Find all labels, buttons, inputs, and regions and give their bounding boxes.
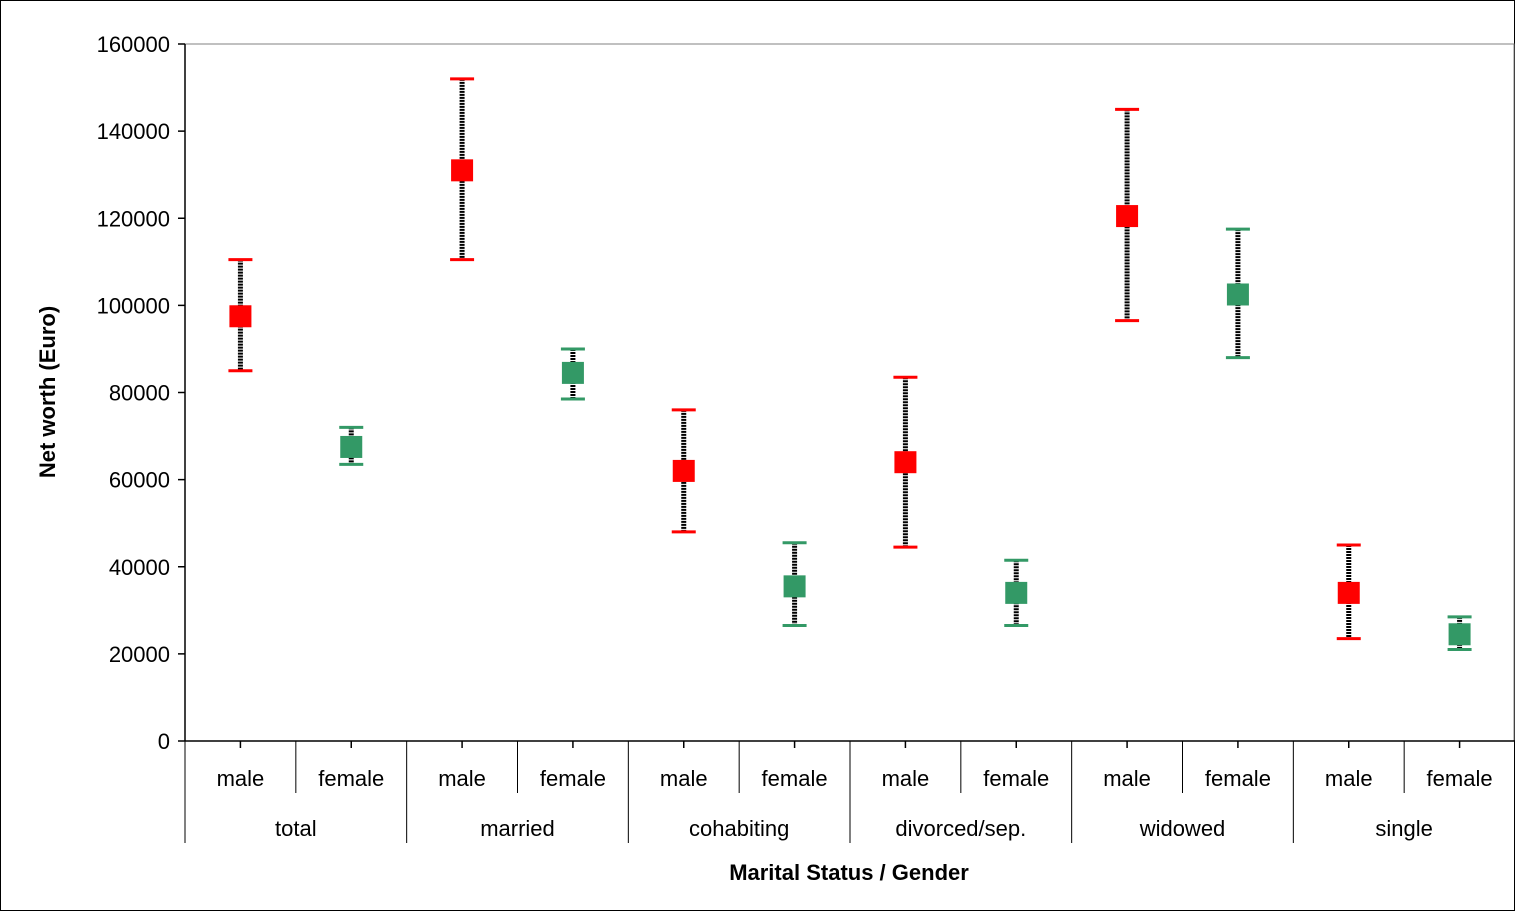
y-tick-label: 100000 (97, 293, 170, 318)
x-group-label: divorced/sep. (895, 816, 1026, 841)
y-tick-label: 160000 (97, 32, 170, 57)
x-subcategory-label: female (983, 766, 1049, 791)
marker (1337, 581, 1360, 604)
marker (1448, 623, 1471, 646)
x-subcategory-label: female (540, 766, 606, 791)
x-group-label: married (480, 816, 555, 841)
x-group-label: total (275, 816, 317, 841)
data-point-female (782, 541, 807, 628)
data-point-female (560, 347, 585, 401)
x-subcategory-label: male (660, 766, 708, 791)
y-axis-title: Net worth (Euro) (35, 306, 60, 478)
marker (1116, 205, 1139, 228)
plot-area (184, 43, 1515, 742)
x-subcategory-label: male (217, 766, 265, 791)
x-subcategory-label: male (1325, 766, 1373, 791)
data-point-female (1447, 615, 1472, 652)
marker (229, 305, 252, 328)
y-tick-label: 140000 (97, 119, 170, 144)
y-tick-label: 0 (158, 729, 170, 754)
x-axis-title: Marital Status / Gender (729, 860, 969, 885)
data-point-male (1115, 107, 1140, 323)
marker (894, 451, 917, 474)
y-axis: 0 20000 40000 60000 80000 100000 120000 140000 1… (97, 32, 186, 754)
x-subcategory-label: female (762, 766, 828, 791)
data-point-female (339, 425, 364, 466)
marker (340, 435, 363, 458)
x-subcategory-label: female (1205, 766, 1271, 791)
x-group-label: single (1375, 816, 1432, 841)
marker (1005, 581, 1028, 604)
data-point-male (450, 77, 475, 262)
plot-area-border (184, 43, 1515, 742)
marker (561, 361, 584, 384)
x-group-label: widowed (1139, 816, 1226, 841)
data-point-female (1004, 558, 1029, 628)
x-subcategory-label: female (1427, 766, 1493, 791)
x-subcategory-label: male (438, 766, 486, 791)
y-tick-label: 40000 (109, 555, 170, 580)
y-tick-label: 20000 (109, 642, 170, 667)
data-point-male (893, 375, 918, 549)
y-tick-label: 60000 (109, 468, 170, 493)
x-subcategory-label: male (1103, 766, 1151, 791)
marker (451, 159, 474, 182)
x-subcategory-label: female (318, 766, 384, 791)
data-point-male (671, 408, 696, 534)
x-subcategory-label: male (882, 766, 930, 791)
marker (783, 575, 806, 598)
y-tick-label: 120000 (97, 206, 170, 231)
marker (672, 459, 695, 482)
x-group-label: cohabiting (689, 816, 789, 841)
data-point-male (1336, 543, 1361, 641)
y-tick-label: 80000 (109, 381, 170, 406)
x-axis: male female male female male female male female… (184, 740, 1515, 843)
data-point-male (228, 258, 253, 373)
data-points (228, 77, 1472, 652)
marker (1226, 283, 1249, 306)
data-point-female (1225, 227, 1250, 360)
